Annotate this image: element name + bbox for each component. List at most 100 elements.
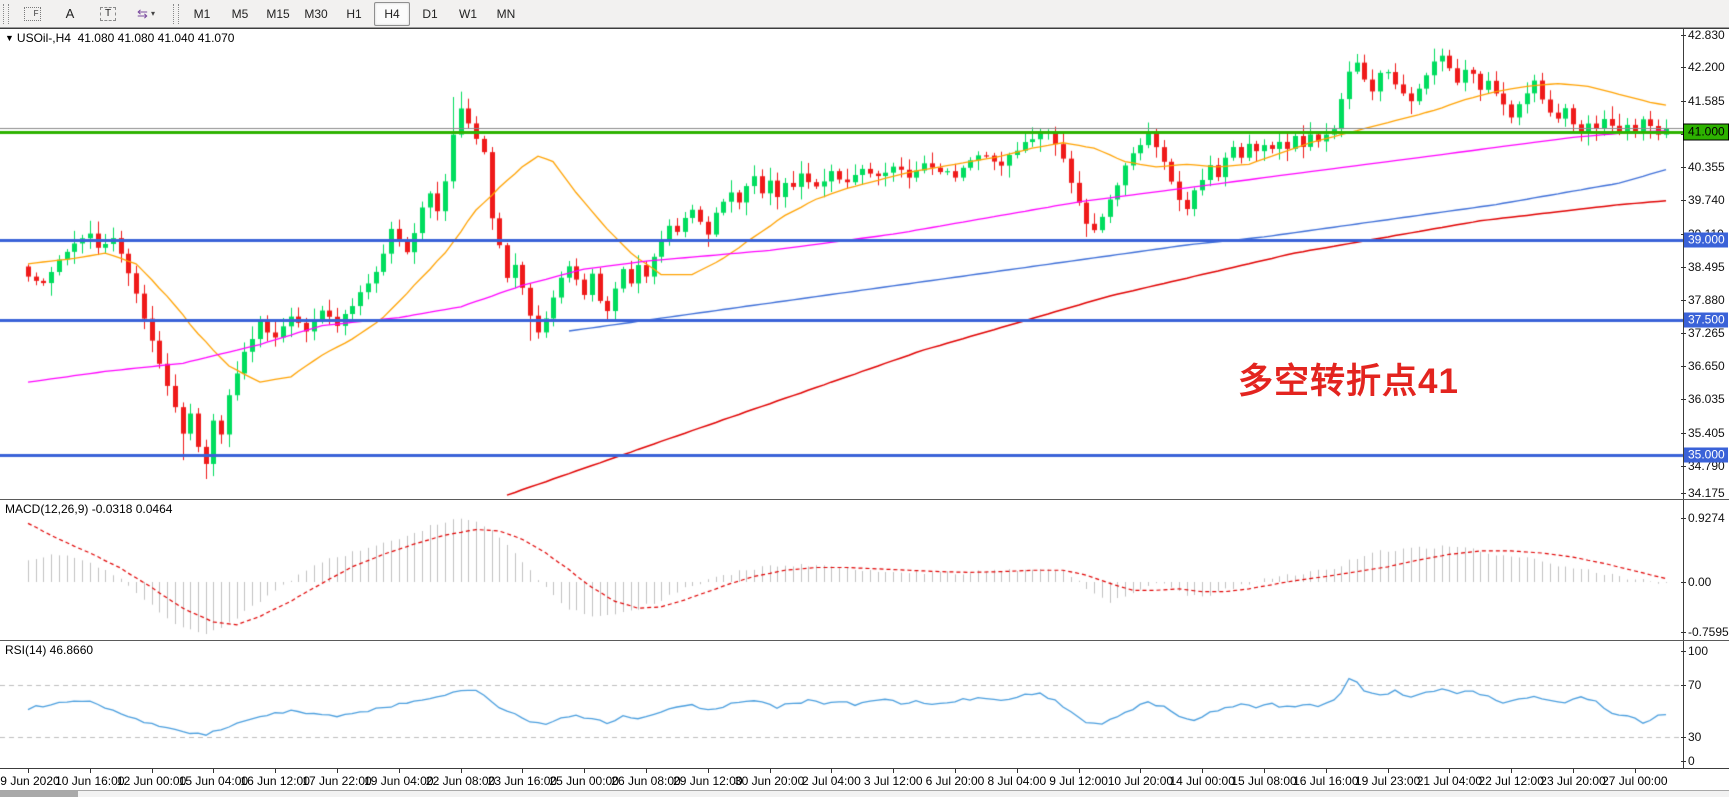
time-tick-mark: [769, 769, 771, 773]
rsi-pane: RSI(14) 46.8660 100 70 30 0: [0, 640, 1729, 768]
time-tick-mark: [398, 769, 400, 773]
time-tick-mark: [1387, 769, 1389, 773]
macd-scale[interactable]: 0.9274 0.00 -0.7595: [1680, 500, 1729, 640]
time-tick-mark: [1325, 769, 1327, 773]
arrow-tools-button[interactable]: ⇆ ▾: [128, 2, 164, 26]
timeframe-button-m5[interactable]: M5: [231, 6, 249, 21]
time-tick-label: 21 Jul 04:00: [1416, 774, 1483, 788]
time-axis[interactable]: 9 Jun 2020 10 Jun 16:00 12 Jun 00:00 15 Jun…: [0, 768, 1729, 790]
time-tick-label: 27 Jul 00:00: [1602, 774, 1668, 788]
macd-pane: MACD(12,26,9) -0.0318 0.0464 0.9274 0.00 -…: [0, 499, 1729, 640]
price-level-badge: 39.000: [1684, 232, 1728, 248]
time-tick-mark: [1264, 769, 1265, 773]
time-tick-label: 14 Jul 00:00: [1169, 774, 1235, 788]
text-tool-button[interactable]: A: [52, 2, 88, 26]
time-tick-label: 16 Jun 12:00: [240, 774, 310, 788]
time-tick-label: 9 Jun 2020: [0, 774, 60, 788]
time-tick-label: 19 Jun 04:00: [364, 774, 434, 788]
chart-title-symbol: USOil-,H4: [16, 31, 71, 45]
toolbar-grip-2[interactable]: [173, 3, 179, 24]
time-tick-mark: [1573, 769, 1574, 773]
timeframe-button-mn[interactable]: MN: [496, 6, 516, 21]
main-chart-pane: ▼ USOil-,H4 41.080 41.080 41.040 41.070 多…: [0, 28, 1729, 500]
time-tick-label: 17 Jun 22:00: [302, 774, 372, 788]
macd-label: MACD(12,26,9) -0.0318 0.0464: [5, 502, 173, 516]
timeframe-button-m15[interactable]: M15: [266, 6, 290, 21]
collapse-triangle-icon[interactable]: ▼: [5, 33, 14, 43]
time-tick-label: 26 Jun 08:00: [611, 774, 681, 788]
arrows-icon: ⇆: [137, 5, 148, 21]
timeframe-button-m30[interactable]: M30: [304, 6, 328, 21]
time-tick-mark: [1202, 769, 1204, 773]
rsi-scale[interactable]: 100 70 30 0: [1680, 641, 1729, 768]
time-tick-label: 15 Jul 08:00: [1231, 774, 1297, 788]
timeframe-button-m1[interactable]: M1: [193, 6, 211, 21]
rsi-tick-label: 0: [1681, 754, 1695, 768]
price-level-badge: 35.000: [1684, 447, 1728, 463]
time-tick-label: 22 Jun 08:00: [425, 774, 496, 788]
rsi-chart-canvas[interactable]: [0, 641, 1684, 768]
toolbar-grip[interactable]: [3, 3, 9, 24]
text-label-icon: T: [100, 6, 116, 21]
time-tick-label: 3 Jul 12:00: [863, 774, 923, 788]
macd-chart-canvas[interactable]: [0, 500, 1684, 640]
fibonacci-tool-button[interactable]: F: [14, 2, 50, 26]
price-tick-label: 36.035: [1681, 392, 1725, 407]
time-tick-mark: [28, 769, 29, 773]
time-tick-mark: [213, 769, 215, 773]
time-tick-mark: [89, 769, 91, 773]
timeframe-button-w1[interactable]: W1: [459, 6, 477, 21]
scrollbar-thumb[interactable]: [0, 791, 78, 797]
macd-tick-label: -0.7595: [1681, 625, 1729, 639]
time-tick-label: 25 Jun 00:00: [549, 774, 619, 788]
timeframe-group: M1 M5 M15 M30 H1 H4 D1 W1 MN: [183, 1, 525, 26]
price-tick-label: 37.265: [1681, 325, 1725, 340]
candlestick-chart-canvas[interactable]: [0, 29, 1684, 499]
price-tick-label: 37.880: [1681, 292, 1725, 307]
rsi-tick-label: 30: [1680, 730, 1702, 744]
price-tick-label: 38.495: [1681, 259, 1725, 274]
rsi-tick-label: 100: [1680, 644, 1709, 658]
price-tick-label: 42.200: [1681, 60, 1725, 75]
price-tick-label: 35.405: [1681, 426, 1725, 440]
time-tick-mark: [337, 769, 338, 773]
time-tick-label: 10 Jul 20:00: [1107, 774, 1174, 788]
time-tick-mark: [584, 769, 586, 773]
top-toolbar: F A T ⇆ ▾ M1 M5 M15 M30 H1 H4 D1 W1 MN: [0, 0, 1729, 28]
price-scale[interactable]: 42.83042.20041.58540.97040.35539.74039.1…: [1681, 28, 1729, 500]
horizontal-scrollbar[interactable]: [0, 790, 1729, 797]
time-tick-label: 30 Jun 20:00: [734, 774, 805, 788]
time-tick-label: 22 Jul 12:00: [1478, 774, 1544, 788]
time-tick-label: 29 Jun 12:00: [673, 774, 743, 788]
time-tick-mark: [1078, 769, 1080, 773]
time-tick-mark: [1140, 769, 1142, 773]
timeframe-button-h1[interactable]: H1: [346, 6, 362, 21]
time-tick-mark: [1449, 769, 1451, 773]
macd-tick-label: 0.9274: [1681, 511, 1725, 525]
time-tick-label: 9 Jul 12:00: [1049, 774, 1108, 788]
time-tick-mark: [955, 769, 956, 773]
chevron-down-icon[interactable]: ▾: [150, 9, 155, 18]
timeframe-button-d1[interactable]: D1: [422, 6, 438, 21]
price-tick-label: 40.355: [1681, 159, 1725, 174]
chart-title: ▼ USOil-,H4 41.080 41.080 41.040 41.070: [5, 31, 234, 45]
time-tick-label: 12 Jun 00:00: [116, 774, 187, 788]
price-level-badge: 41.000: [1683, 123, 1729, 141]
time-tick-label: 6 Jul 20:00: [925, 774, 985, 788]
time-tick-mark: [893, 769, 895, 773]
time-tick-mark: [1016, 769, 1018, 773]
price-tick-label: 42.830: [1681, 28, 1725, 42]
time-tick-label: 23 Jun 16:00: [487, 774, 558, 788]
time-tick-label: 8 Jul 04:00: [987, 774, 1047, 788]
time-tick-label: 15 Jun 04:00: [178, 774, 249, 788]
time-tick-mark: [646, 769, 647, 773]
text-label-tool-button[interactable]: T: [90, 2, 126, 26]
time-tick-mark: [460, 769, 462, 773]
rsi-label: RSI(14) 46.8660: [5, 643, 94, 657]
price-tick-label: 34.175: [1681, 486, 1725, 500]
timeframe-button-h4[interactable]: H4: [374, 1, 410, 26]
time-tick-mark: [275, 769, 277, 773]
chart-annotation-text[interactable]: 多空转折点41: [1238, 362, 1459, 401]
price-tick-label: 34.790: [1681, 459, 1725, 474]
